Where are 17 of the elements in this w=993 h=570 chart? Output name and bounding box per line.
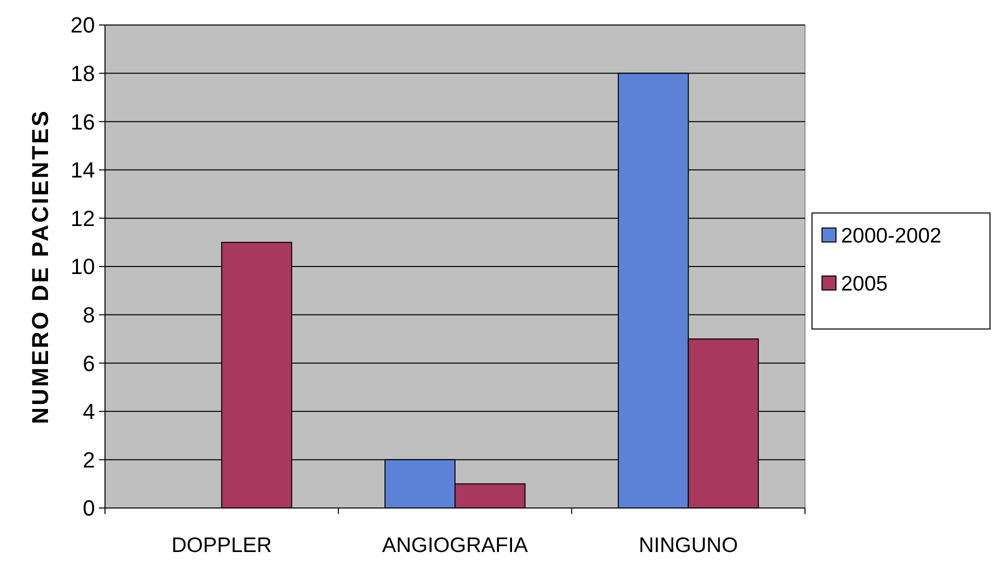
- y-tick-label: 18: [70, 61, 95, 86]
- y-tick-label: 10: [70, 254, 95, 280]
- y-tick-label: 12: [70, 206, 95, 231]
- y-tick-label: 20: [70, 12, 95, 38]
- x-tick-label: NINGUNO: [638, 534, 738, 557]
- x-tick-label: ANGIOGRAFIA: [382, 534, 528, 557]
- legend-label: 2000-2002: [841, 224, 942, 248]
- y-tick-label: 14: [70, 158, 95, 183]
- y-tick-label: 8: [82, 302, 95, 328]
- y-tick-label: 4: [82, 399, 95, 424]
- y-tick-label: 0: [82, 496, 95, 521]
- y-tick-label: 16: [70, 109, 95, 134]
- legend-label: 2005: [841, 272, 888, 296]
- x-tick-label: DOPPLER: [171, 534, 272, 557]
- y-tick-label: 6: [82, 350, 95, 376]
- y-tick-label: 2: [82, 447, 95, 472]
- y-axis-title: NUMERO DE PACIENTES: [27, 109, 53, 424]
